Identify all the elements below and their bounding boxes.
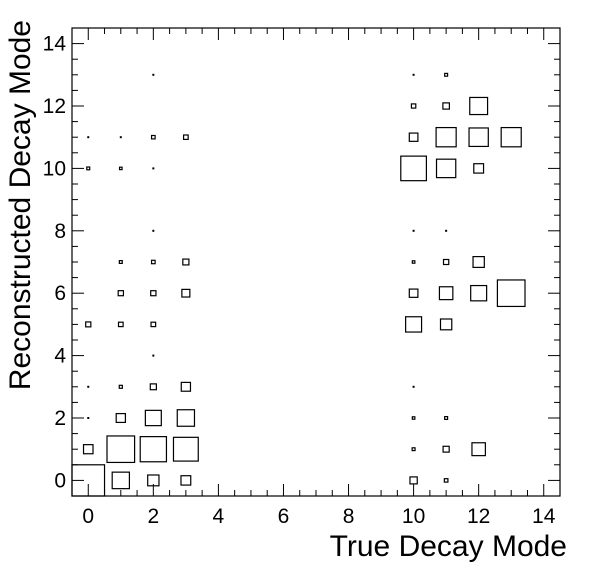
bin-dot xyxy=(87,417,90,419)
y-tick-label: 0 xyxy=(54,469,66,492)
y-tick-label: 8 xyxy=(54,220,66,243)
bin-box xyxy=(470,284,488,302)
bin-box xyxy=(411,447,416,452)
bin-box xyxy=(443,478,449,483)
bin-box xyxy=(106,435,136,464)
bin-box xyxy=(71,464,106,497)
bin-box xyxy=(150,134,156,140)
bin-dot xyxy=(445,229,448,232)
bin-box xyxy=(409,476,418,485)
y-tick-label: 2 xyxy=(54,407,66,430)
bin-box xyxy=(118,166,123,171)
x-tick-label: 14 xyxy=(532,505,556,528)
bin-box xyxy=(85,321,92,328)
y-tick-label: 14 xyxy=(43,33,67,56)
bin-box xyxy=(117,321,124,328)
bin-box xyxy=(439,318,453,331)
bin-box xyxy=(408,288,419,298)
axis-ticks xyxy=(71,27,561,497)
bin-box xyxy=(150,290,157,297)
bin-box xyxy=(496,279,526,308)
chart-marks xyxy=(71,72,526,497)
bin-dot xyxy=(412,385,415,388)
bin-box xyxy=(500,126,522,148)
bin-dot xyxy=(152,73,155,76)
y-tick-label: 6 xyxy=(54,282,66,305)
bin-box xyxy=(181,288,191,298)
bin-dot xyxy=(152,167,155,170)
x-axis-title: True Decay Mode xyxy=(330,530,567,563)
bin-box xyxy=(172,436,199,462)
bin-box xyxy=(147,474,160,487)
bin-box xyxy=(444,72,449,77)
bin-box xyxy=(411,416,416,420)
bin-box xyxy=(400,155,428,182)
bin-box xyxy=(150,321,157,328)
bin-dot xyxy=(152,354,155,357)
bin-box xyxy=(438,286,454,301)
bin-box xyxy=(118,384,123,389)
bin-box xyxy=(117,290,125,297)
bin-box xyxy=(468,127,489,148)
y-tick-label: 10 xyxy=(43,157,66,180)
y-axis-title: Reconstructed Decay Mode xyxy=(4,20,37,390)
bin-dot xyxy=(412,73,415,76)
bin-box xyxy=(442,102,450,110)
bin-box xyxy=(444,416,449,420)
bin-box xyxy=(408,132,419,142)
bin-box xyxy=(471,442,486,457)
y-tick-label: 4 xyxy=(54,345,66,368)
bin-dot xyxy=(87,385,90,388)
x-tick-label: 4 xyxy=(213,505,225,528)
x-tick-label: 2 xyxy=(147,505,159,528)
bin-box xyxy=(86,166,91,171)
bin-box xyxy=(473,163,485,174)
bin-box xyxy=(182,134,189,141)
bin-box xyxy=(118,260,123,264)
y-tick-labels: 0 2 4 6 8 10 12 14 xyxy=(43,33,67,493)
bin-dot xyxy=(412,229,415,232)
y-tick-label: 12 xyxy=(43,95,66,118)
bin-box xyxy=(150,259,156,265)
bin-box xyxy=(472,255,485,269)
bin-dot xyxy=(87,136,90,139)
x-tick-labels: 0 2 4 6 8 10 12 14 xyxy=(82,505,555,528)
bin-box xyxy=(182,258,190,266)
x-tick-label: 6 xyxy=(278,505,290,528)
bin-box xyxy=(435,158,457,179)
bin-box xyxy=(442,445,450,453)
bin-box xyxy=(442,258,450,266)
bin-box xyxy=(139,436,168,463)
bin-box xyxy=(176,409,196,427)
bin-box xyxy=(149,383,157,391)
bin-box xyxy=(111,471,131,490)
bin-box xyxy=(410,103,417,109)
x-tick-label: 12 xyxy=(467,505,490,528)
bin-box xyxy=(435,126,457,148)
bin-box xyxy=(405,316,423,333)
bin-box xyxy=(144,409,162,427)
x-tick-label: 0 xyxy=(82,505,94,528)
x-tick-label: 8 xyxy=(343,505,355,528)
bin-dot xyxy=(119,136,122,139)
x-tick-label: 10 xyxy=(402,505,425,528)
bin-box xyxy=(82,444,94,455)
bin-box xyxy=(180,475,192,486)
bin-box xyxy=(411,260,416,264)
bin-dot xyxy=(152,229,155,232)
bin-box xyxy=(180,381,192,392)
bin-box xyxy=(469,96,489,116)
bin-box xyxy=(115,412,127,424)
